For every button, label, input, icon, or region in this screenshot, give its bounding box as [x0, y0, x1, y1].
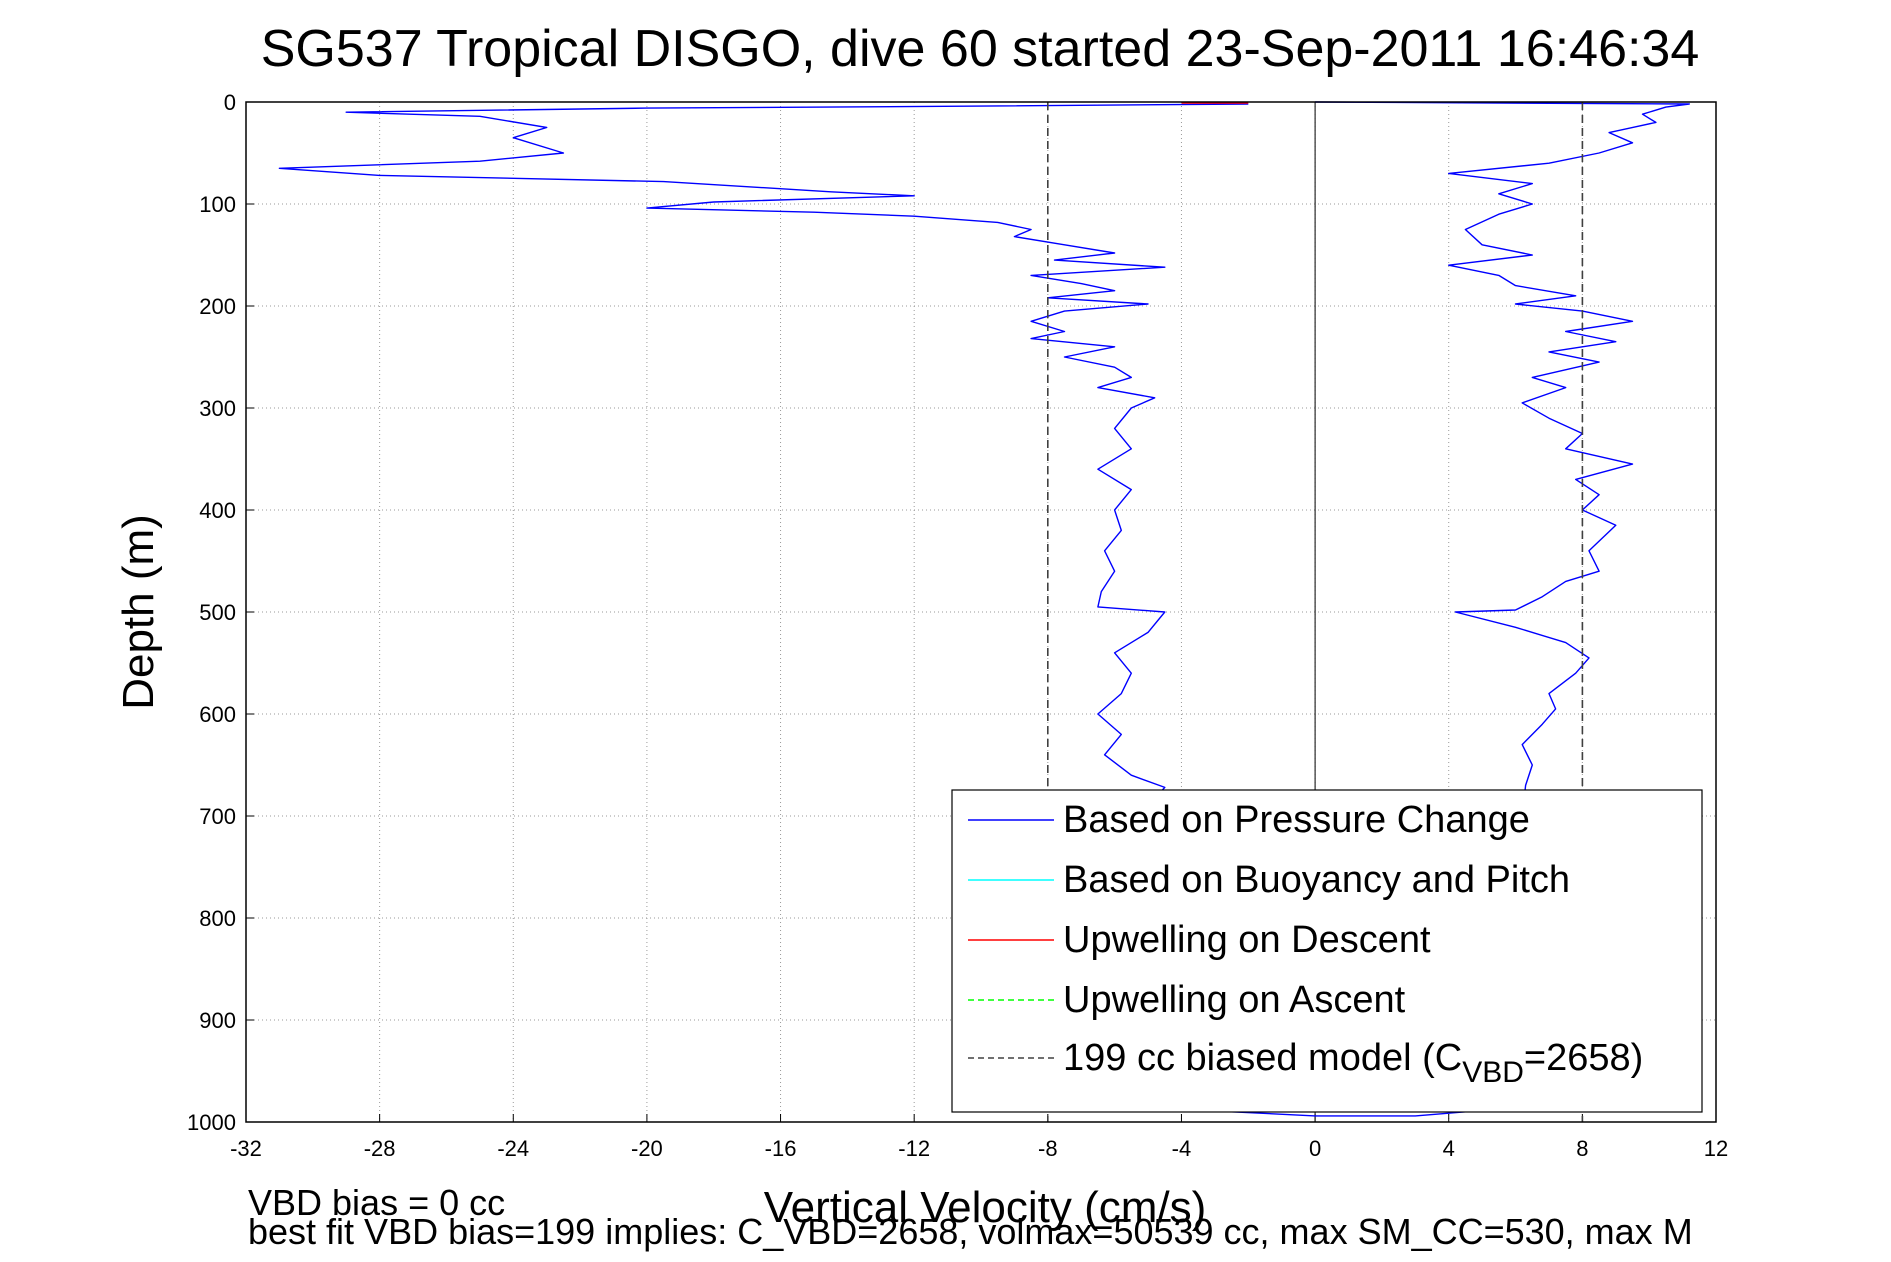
y-tick-label: 300 [199, 396, 236, 421]
x-tick-label: -32 [230, 1136, 262, 1161]
legend-label-biased-model-suffix: =2658) [1524, 1037, 1643, 1079]
y-tick-label: 700 [199, 804, 236, 829]
legend-box [951, 789, 1703, 1113]
legend-label-biased-model-prefix: 199 cc biased model (C [1063, 1037, 1462, 1079]
y-tick-label: 500 [199, 600, 236, 625]
x-tick-label: -8 [1038, 1136, 1058, 1161]
ticks: -32 -28 -24 -20 -16 -12 -8 -4 0 4 8 12 0 100 200 300 400… [187, 90, 1728, 1161]
legend-label-upwelling-descent: Upwelling on Descent [1063, 919, 1431, 961]
plot-border [245, 101, 1717, 1123]
y-tick-label: 900 [199, 1008, 236, 1033]
y-tick-label: 600 [199, 702, 236, 727]
legend-label-buoyancy: Based on Buoyancy and Pitch [1063, 859, 1570, 901]
y-tick-label: 1000 [187, 1110, 236, 1135]
x-tick-label: -12 [898, 1136, 930, 1161]
legend-label-pressure: Based on Pressure Change [1063, 799, 1530, 841]
chart-title: SG537 Tropical DISGO, dive 60 started 23… [261, 20, 1700, 78]
x-tick-label: -24 [497, 1136, 529, 1161]
legend-label-upwelling-ascent: Upwelling on Ascent [1063, 979, 1406, 1021]
series-line-0 [278, 103, 1466, 1117]
legend-label-biased-model: 199 cc biased model (CVBD=2658) [1063, 1037, 1643, 1089]
x-axis-label: Vertical Velocity (cm/s) [764, 1183, 1207, 1232]
footer-line-2: best fit VBD bias=199 implies: C_VBD=265… [248, 1211, 1693, 1252]
x-tick-label: -28 [364, 1136, 396, 1161]
x-tick-label: -16 [765, 1136, 797, 1161]
y-tick-label: 100 [199, 192, 236, 217]
y-tick-label: 200 [199, 294, 236, 319]
y-tick-label: 400 [199, 498, 236, 523]
x-tick-label: 0 [1309, 1136, 1321, 1161]
legend: Based on Pressure Change Based on Buoyan… [951, 789, 1703, 1113]
x-tick-label: 12 [1704, 1136, 1728, 1161]
x-tick-label: -20 [631, 1136, 663, 1161]
footer-line-1: VBD bias = 0 cc [248, 1182, 505, 1223]
x-tick-label: -4 [1172, 1136, 1192, 1161]
x-tick-label: 8 [1576, 1136, 1588, 1161]
legend-label-biased-model-sub: VBD [1462, 1056, 1524, 1089]
series-line-1 [1315, 101, 1691, 1113]
y-axis-label: Depth (m) [114, 514, 163, 710]
y-tick-label: 800 [199, 906, 236, 931]
y-tick-label: 0 [224, 90, 236, 115]
x-tick-label: 4 [1443, 1136, 1455, 1161]
